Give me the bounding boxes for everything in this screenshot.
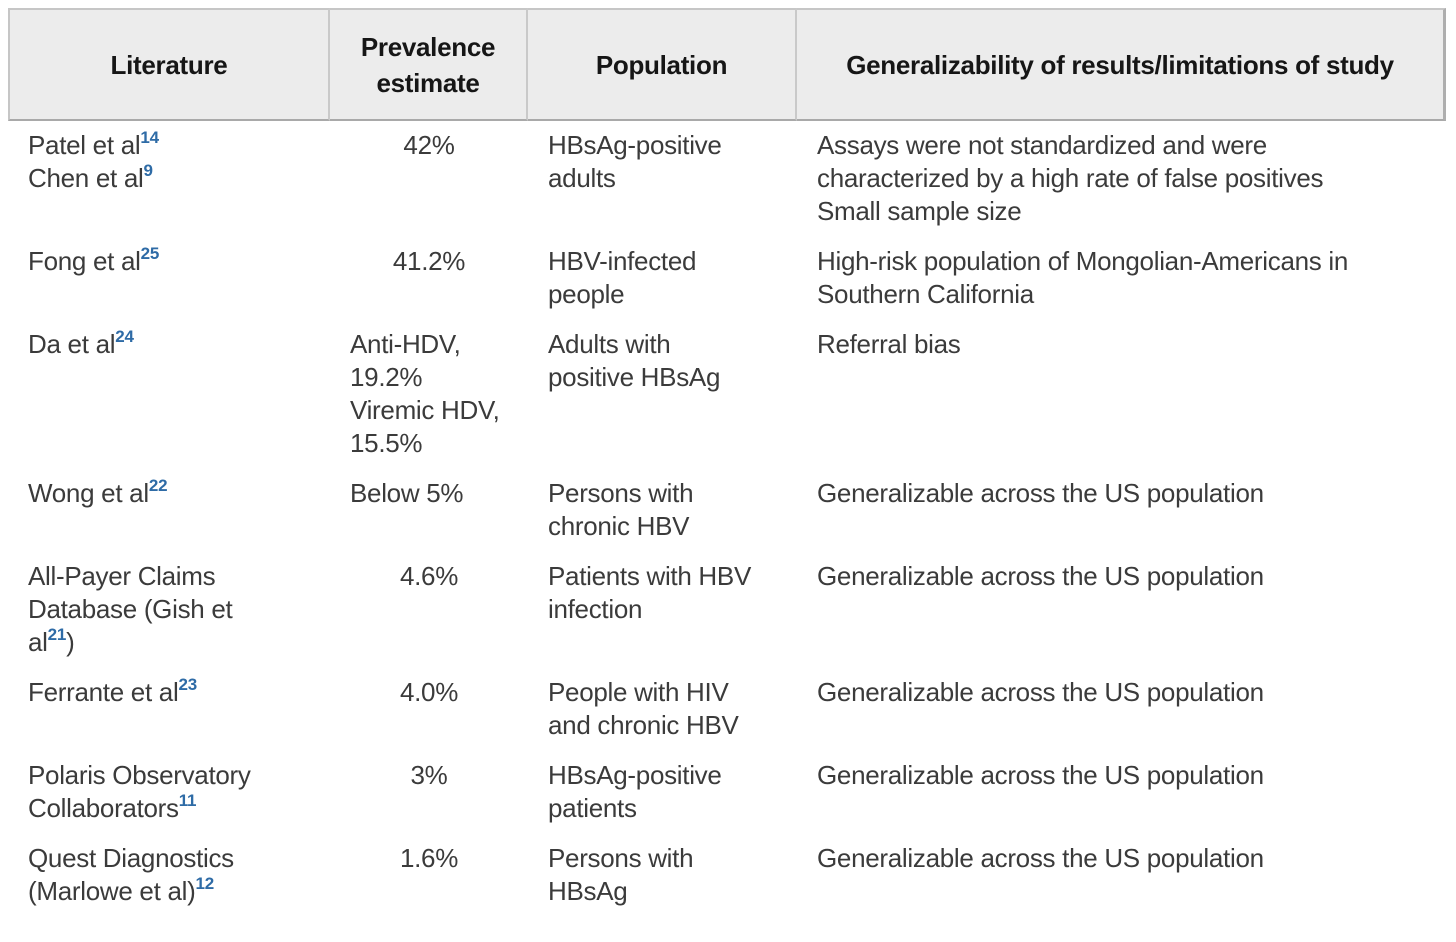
table-row: Quest Diagnostics (Marlowe et al)12 1.6% Pe… (8, 834, 1446, 917)
prevalence-estimate-cell: 41.2% (392, 246, 466, 276)
table-row: Da et al24 Anti-HDV, 19.2% Viremic HDV, 1… (8, 320, 1446, 469)
generalizability-cell: Generalizable across the US population (817, 561, 1264, 591)
generalizability-cell: Generalizable across the US population (817, 677, 1264, 707)
table-row: Fong et al25 41.2% HBV-infected people High… (8, 237, 1446, 320)
prevalence-table: Literature Prevalence estimate Populatio… (8, 8, 1446, 917)
literature-cell: Da et al24 (28, 327, 134, 359)
population-cell: Persons with HBsAg (548, 843, 694, 906)
literature-cell: Ferrante et al23 (28, 675, 197, 707)
generalizability-cell: Referral bias (817, 329, 961, 359)
reference-link[interactable]: 12 (195, 874, 214, 894)
reference-link[interactable]: 23 (178, 675, 197, 695)
literature-cell: Fong et al25 (28, 244, 160, 276)
reference-link[interactable]: 9 (143, 161, 153, 181)
table-row: All-Payer Claims Database (Gish et al21) 4.… (8, 552, 1446, 668)
population-cell: People with HIV and chronic HBV (548, 677, 739, 740)
generalizability-cell: Generalizable across the US population (817, 478, 1264, 508)
generalizability-cell: Generalizable across the US population (817, 843, 1264, 873)
col-header-prevalence-estimate: Prevalence estimate (330, 8, 528, 121)
population-cell: Persons with chronic HBV (548, 478, 694, 541)
population-cell: HBV-infected people (548, 246, 697, 309)
reference-link[interactable]: 14 (140, 128, 159, 148)
prevalence-estimate-cell: 3% (410, 760, 448, 790)
literature-cell: Wong et al22 (28, 476, 168, 508)
prevalence-estimate-cell: Anti-HDV, 19.2% Viremic HDV, 15.5% (350, 329, 500, 458)
population-cell: Patients with HBV infection (548, 561, 751, 624)
reference-link[interactable]: 24 (115, 327, 134, 347)
table-body: Patel et al14 Chen et al9 42% HBsAg-positiv… (8, 121, 1446, 917)
literature-cell: Quest Diagnostics (Marlowe et al)12 (28, 843, 234, 906)
generalizability-cell: Generalizable across the US population (817, 760, 1264, 790)
table-row: Patel et al14 Chen et al9 42% HBsAg-positiv… (8, 121, 1446, 237)
prevalence-estimate-cell: Below 5% (350, 478, 464, 508)
table-header-row: Literature Prevalence estimate Populatio… (8, 8, 1446, 121)
table-row: Polaris Observatory Collaborators11 3% HBsA… (8, 751, 1446, 834)
table-row: Wong et al22 Below 5% Persons with chronic… (8, 469, 1446, 552)
reference-link[interactable]: 25 (140, 244, 160, 264)
table-row: Ferrante et al23 4.0% People with HIV and … (8, 668, 1446, 751)
prevalence-estimate-cell: 1.6% (399, 843, 459, 873)
prevalence-estimate-cell: 4.6% (399, 561, 459, 591)
population-cell: HBsAg-positive adults (548, 130, 722, 193)
generalizability-cell: Assays were not standardized and were ch… (817, 130, 1324, 226)
col-header-literature: Literature (8, 8, 330, 121)
population-cell: Adults with positive HBsAg (548, 329, 721, 392)
reference-link[interactable]: 21 (47, 625, 67, 645)
reference-link[interactable]: 22 (148, 476, 168, 496)
literature-cell: Patel et al14 Chen et al9 (28, 128, 159, 193)
col-header-population: Population (528, 8, 797, 121)
generalizability-cell: High-risk population of Mongolian-Americ… (817, 246, 1349, 309)
literature-cell: All-Payer Claims Database (Gish et al21) (28, 561, 233, 657)
prevalence-estimate-cell: 42% (403, 130, 455, 160)
reference-link[interactable]: 11 (178, 791, 197, 811)
col-header-generalizability: Generalizability of results/limitations … (797, 8, 1446, 121)
population-cell: HBsAg-positive patients (548, 760, 722, 823)
literature-cell: Polaris Observatory Collaborators11 (28, 760, 251, 823)
prevalence-estimate-cell: 4.0% (399, 677, 459, 707)
